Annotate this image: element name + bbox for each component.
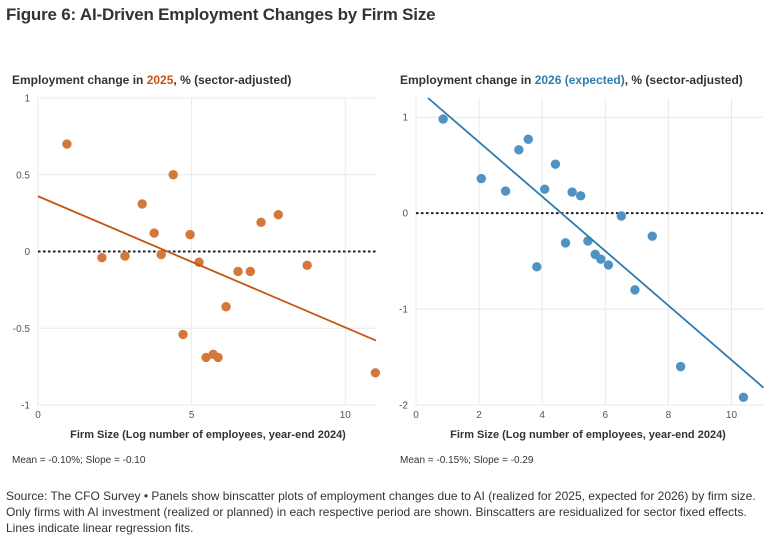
data-point	[523, 134, 534, 144]
data-point	[256, 217, 266, 228]
x-tick-label: 4	[539, 410, 545, 421]
right-panel-subtitle: Employment change in 2026 (expected), % …	[400, 73, 743, 87]
y-tick-label: -1	[399, 305, 408, 316]
data-point	[500, 186, 511, 196]
left-panel-subtitle: Employment change in 2025, % (sector-adj…	[12, 73, 291, 87]
left-x-axis-label: Firm Size (Log number of employees, year…	[70, 429, 346, 441]
data-point	[532, 262, 542, 272]
data-point	[675, 361, 686, 372]
y-tick-label: 0	[402, 209, 408, 220]
data-point	[630, 285, 640, 295]
data-point	[616, 211, 627, 221]
data-point	[596, 254, 606, 264]
data-point	[560, 238, 571, 248]
data-point	[583, 236, 593, 246]
right-x-axis-label: Firm Size (Log number of employees, year…	[450, 429, 726, 441]
right-panel-stats: Mean = -0.15%; Slope = -0.29	[400, 455, 534, 466]
data-point	[647, 231, 657, 241]
data-point	[603, 260, 614, 270]
x-tick-label: 0	[35, 410, 41, 421]
y-tick-label: 0.5	[16, 170, 30, 181]
subtitle-prefix: Employment change in	[12, 73, 147, 87]
regression-fit-line	[37, 195, 377, 342]
data-point	[120, 251, 130, 261]
x-tick-label: 0	[413, 410, 419, 421]
y-tick-label: 1	[402, 113, 408, 124]
data-point	[233, 266, 243, 277]
y-tick-label: 1	[24, 94, 30, 105]
data-point	[302, 260, 312, 271]
data-point	[438, 114, 448, 124]
x-tick-label: 6	[602, 410, 608, 421]
data-point	[137, 199, 147, 209]
data-point	[575, 191, 586, 201]
subtitle-suffix: , % (sector-adjusted)	[173, 73, 292, 87]
x-tick-label: 10	[726, 410, 738, 421]
source-note: Source: The CFO Survey • Panels show bin…	[6, 489, 756, 535]
data-point	[221, 302, 231, 312]
subtitle-year: 2025	[146, 73, 174, 87]
y-tick-label: -1	[21, 401, 30, 412]
data-point	[149, 228, 159, 238]
x-tick-label: 8	[666, 410, 672, 421]
data-point	[97, 252, 107, 263]
left-panel-stats: Mean = -0.10%; Slope = -0.10	[12, 455, 146, 466]
subtitle-suffix: , % (sector-adjusted)	[624, 73, 743, 87]
data-point	[168, 170, 178, 180]
data-point	[273, 209, 283, 220]
regression-fit-line	[427, 97, 765, 389]
data-point	[245, 266, 256, 277]
data-point	[213, 352, 223, 363]
x-tick-label: 10	[340, 410, 352, 421]
subtitle-prefix: Employment change in	[400, 73, 535, 87]
data-point	[540, 184, 550, 194]
figure-title: Figure 6: AI-Driven Employment Changes b…	[6, 5, 436, 24]
data-point	[514, 145, 524, 155]
x-tick-label: 5	[189, 410, 195, 421]
x-tick-label: 2	[476, 410, 482, 421]
subtitle-year: 2026 (expected)	[534, 73, 625, 87]
y-tick-label: 0	[24, 247, 30, 258]
data-point	[476, 173, 486, 184]
data-point	[567, 187, 577, 197]
y-tick-label: -0.5	[13, 324, 31, 335]
data-point	[185, 229, 195, 240]
data-point	[738, 392, 749, 403]
y-tick-label: -2	[399, 401, 408, 412]
data-point	[370, 368, 381, 378]
data-point	[201, 352, 211, 363]
data-point	[550, 159, 561, 169]
data-point	[156, 249, 166, 260]
data-point	[62, 139, 72, 149]
data-point	[178, 329, 188, 340]
